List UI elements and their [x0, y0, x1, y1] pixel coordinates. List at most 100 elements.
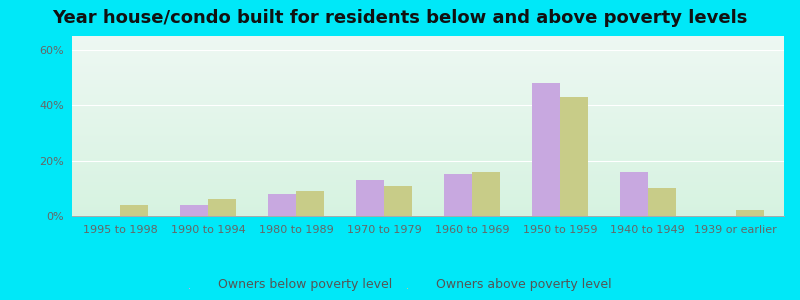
- Bar: [72, 132, 784, 133]
- Bar: [72, 50, 784, 51]
- Bar: [72, 123, 784, 124]
- Bar: [72, 40, 784, 41]
- Bar: [72, 146, 784, 147]
- Bar: [532, 83, 560, 216]
- Bar: [72, 182, 784, 183]
- Bar: [72, 205, 784, 206]
- Bar: [736, 211, 764, 216]
- Bar: [72, 58, 784, 59]
- Bar: [72, 137, 784, 138]
- Bar: [72, 188, 784, 189]
- Bar: [72, 45, 784, 46]
- Bar: [72, 105, 784, 106]
- Bar: [72, 67, 784, 68]
- Bar: [72, 186, 784, 187]
- Bar: [72, 83, 784, 84]
- Bar: [72, 179, 784, 180]
- Bar: [72, 172, 784, 173]
- Bar: [72, 92, 784, 93]
- Bar: [72, 85, 784, 86]
- Bar: [72, 173, 784, 174]
- Bar: [72, 142, 784, 143]
- Bar: [72, 127, 784, 128]
- Bar: [648, 188, 676, 216]
- Bar: [72, 164, 784, 165]
- Bar: [72, 80, 784, 81]
- Bar: [72, 74, 784, 75]
- Bar: [72, 62, 784, 63]
- Bar: [72, 169, 784, 170]
- Bar: [72, 57, 784, 58]
- Bar: [72, 54, 784, 55]
- Bar: [72, 91, 784, 92]
- Bar: [72, 72, 784, 73]
- Bar: [72, 144, 784, 145]
- Bar: [72, 65, 784, 66]
- Bar: [72, 191, 784, 192]
- Bar: [72, 76, 784, 77]
- Bar: [72, 102, 784, 103]
- Bar: [72, 208, 784, 209]
- Bar: [72, 168, 784, 169]
- Bar: [72, 116, 784, 117]
- Bar: [72, 103, 784, 104]
- Bar: [72, 135, 784, 136]
- Bar: [72, 136, 784, 137]
- Bar: [620, 172, 648, 216]
- Bar: [72, 155, 784, 156]
- Bar: [72, 119, 784, 120]
- Bar: [72, 171, 784, 172]
- Bar: [72, 68, 784, 69]
- Bar: [72, 200, 784, 201]
- Bar: [268, 194, 296, 216]
- Bar: [72, 100, 784, 101]
- Bar: [72, 104, 784, 105]
- Bar: [72, 94, 784, 95]
- Bar: [72, 157, 784, 158]
- Bar: [72, 78, 784, 79]
- Bar: [72, 113, 784, 114]
- Bar: [72, 120, 784, 121]
- Bar: [72, 192, 784, 193]
- Bar: [72, 82, 784, 83]
- Bar: [72, 77, 784, 78]
- Bar: [72, 122, 784, 123]
- Bar: [72, 101, 784, 102]
- Bar: [72, 178, 784, 179]
- Bar: [72, 52, 784, 53]
- Bar: [72, 43, 784, 44]
- Bar: [72, 73, 784, 74]
- Bar: [72, 165, 784, 166]
- Bar: [72, 131, 784, 132]
- Bar: [72, 176, 784, 177]
- Bar: [72, 210, 784, 211]
- Bar: [72, 96, 784, 97]
- Bar: [72, 97, 784, 98]
- Text: Year house/condo built for residents below and above poverty levels: Year house/condo built for residents bel…: [52, 9, 748, 27]
- Bar: [72, 118, 784, 119]
- Bar: [72, 196, 784, 197]
- Bar: [72, 156, 784, 157]
- Bar: [72, 114, 784, 115]
- Bar: [444, 175, 472, 216]
- Bar: [72, 147, 784, 148]
- Bar: [72, 117, 784, 118]
- Bar: [72, 151, 784, 152]
- Bar: [72, 70, 784, 71]
- Bar: [72, 202, 784, 203]
- Bar: [72, 129, 784, 130]
- Bar: [72, 140, 784, 141]
- Bar: [72, 63, 784, 64]
- Bar: [72, 187, 784, 188]
- Bar: [72, 60, 784, 61]
- Bar: [72, 215, 784, 216]
- Bar: [72, 95, 784, 96]
- Bar: [72, 166, 784, 167]
- Bar: [72, 53, 784, 54]
- Bar: [72, 99, 784, 100]
- Bar: [356, 180, 384, 216]
- Bar: [208, 200, 236, 216]
- Bar: [72, 81, 784, 82]
- Bar: [72, 138, 784, 139]
- Bar: [72, 201, 784, 202]
